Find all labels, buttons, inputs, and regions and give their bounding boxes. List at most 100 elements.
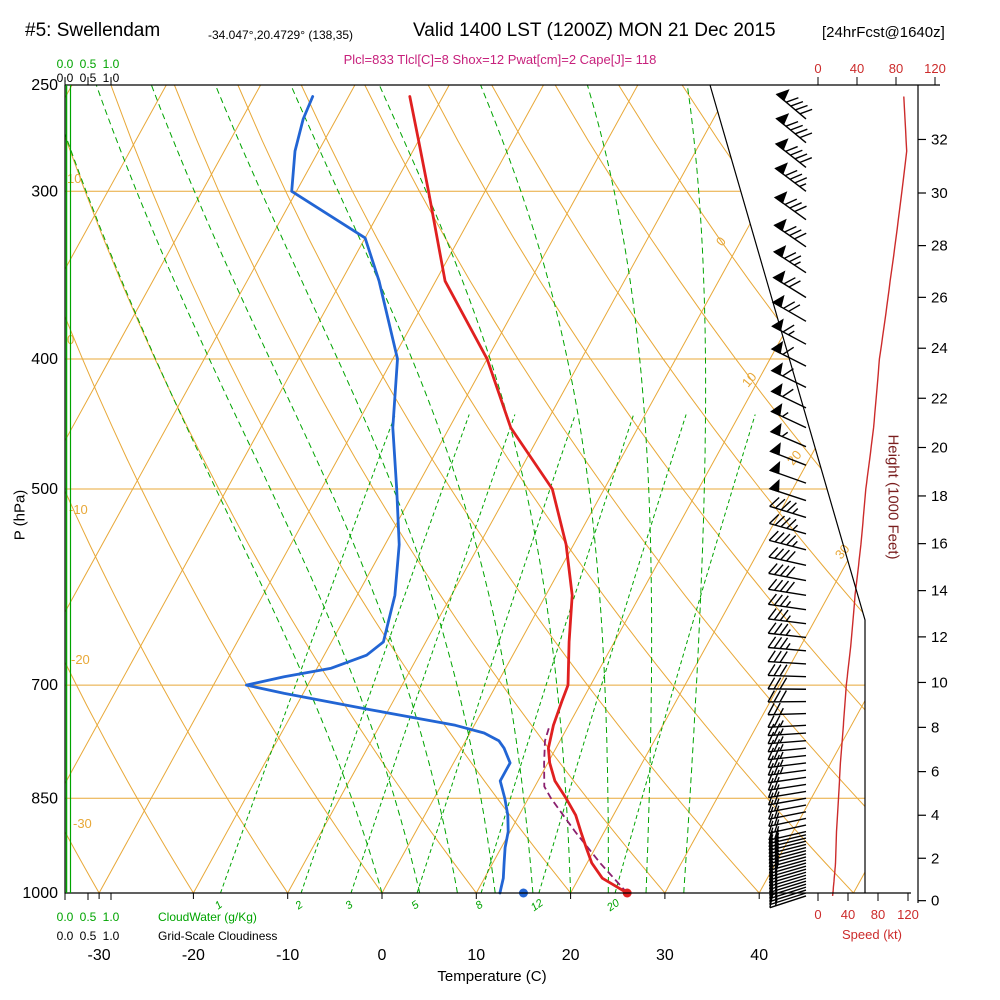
height-tick-label: 28 (931, 238, 948, 255)
mixing-ratio-line (614, 414, 756, 893)
wind-barb (767, 690, 807, 703)
wind-barb (767, 791, 807, 806)
cloud-scale-bot-green-0: 0.0 (56, 910, 74, 924)
temperature-tick-label: -30 (88, 947, 111, 964)
wind-barb (767, 746, 807, 761)
dry-adiabat-line (364, 85, 865, 893)
pressure-tick-label: 300 (31, 183, 58, 200)
wind-barb (768, 812, 807, 827)
wind-barb (767, 578, 807, 596)
speed-tick-label-bottom: 120 (897, 907, 919, 922)
wind-barb (767, 636, 807, 652)
wind-barb (768, 479, 807, 502)
mixing-ratio-label: 3 (343, 898, 356, 912)
mixing-ratio-line (350, 414, 516, 893)
temperature-tick-label: 0 (378, 947, 387, 964)
dry-adiabat-label: -30 (73, 816, 92, 831)
grid-layer (65, 85, 865, 893)
cloud-scale-top-black-1: 0.5 (79, 71, 97, 85)
height-tick-label: 14 (931, 583, 948, 600)
wind-barb (770, 403, 807, 429)
speed-tick-label-top: 40 (850, 61, 864, 76)
dry-adiabat-line (237, 85, 760, 893)
cloudiness-axis-label: Grid-Scale Cloudiness (158, 929, 278, 943)
mixing-ratio-label: 8 (473, 898, 486, 912)
moist-adiabat-line (150, 85, 458, 893)
wind-barb (768, 805, 807, 820)
pressure-tick-label: 500 (31, 481, 58, 498)
pressure-tick-label: 1000 (22, 885, 58, 902)
cloud-scale-bot-green-1: 0.5 (79, 910, 97, 924)
wind-barb (769, 496, 807, 519)
height-tick-label: 16 (931, 536, 948, 553)
wind-barb (767, 739, 807, 753)
dry-adiabat-label: -10 (69, 502, 88, 517)
height-tick-label: 12 (931, 629, 948, 646)
height-tick-label: 26 (931, 289, 948, 306)
moist-adiabat-line (586, 85, 653, 893)
wind-barb (768, 530, 807, 551)
cloud-scale-top-black-2: 1.0 (102, 71, 120, 85)
wind-barb (767, 723, 807, 737)
mixing-ratio-line (220, 414, 396, 893)
wind-barb (775, 89, 813, 120)
cloud-scale-top-black-0: 0.0 (56, 71, 74, 85)
moist-adiabat-line (95, 85, 421, 893)
wind-barb (767, 731, 807, 745)
dry-adiabat-line (65, 85, 289, 893)
moist-adiabat-line (480, 85, 609, 893)
wind-barb (769, 422, 807, 448)
height-tick-label: 18 (931, 488, 948, 505)
cloudwater-axis-label: CloudWater (g/Kg) (158, 910, 257, 924)
wind-barb (768, 832, 807, 848)
moist-adiabat-line (378, 85, 572, 893)
dewpoint-curve (245, 95, 512, 895)
mixing-ratio-line (480, 414, 635, 893)
height-tick-label: 10 (931, 674, 948, 691)
cloudiness-scale-1: 0.5 (79, 929, 97, 943)
wind-barb (767, 715, 807, 729)
station-coords: -34.047°,20.4729° (138,35) (208, 28, 354, 42)
pressure-tick-label: 250 (31, 77, 58, 94)
wind-barb (768, 819, 807, 834)
cloudiness-scale-0: 0.0 (56, 929, 74, 943)
dry-adiabat-line (65, 85, 477, 893)
wind-barb (772, 270, 807, 299)
wind-barb (767, 702, 807, 716)
mixing-ratio-label: 20 (604, 897, 622, 915)
isotherm-line (664, 85, 865, 893)
profiles-layer (245, 95, 632, 898)
wind-barb (768, 563, 807, 582)
mixing-ratio-label: 2 (293, 899, 306, 913)
height-tick-label: 32 (931, 131, 948, 148)
wind-barb (767, 650, 807, 665)
isotherm-line (98, 85, 544, 893)
wind-barb (770, 362, 807, 389)
isotherm-line (287, 85, 733, 893)
wind-barb (767, 754, 807, 769)
dry-adiabat-line (808, 85, 865, 893)
temperature-tick-label: 20 (562, 947, 580, 964)
height-tick-label: 30 (931, 185, 948, 202)
temperature-tick-label: 30 (656, 947, 674, 964)
speed-tick-label-bottom: 80 (871, 907, 885, 922)
cloud-scale-bot-green-2: 1.0 (102, 910, 120, 924)
mixing-ratio-label: 12 (529, 897, 546, 914)
mixing-ratio-line (300, 414, 470, 893)
moist-adiabat-line (683, 85, 707, 893)
wind-barb (773, 218, 807, 248)
wind-barb (767, 608, 807, 625)
wind-barb (767, 664, 807, 678)
wind-barb (767, 769, 807, 784)
temperature-axis-label: Temperature (C) (437, 968, 547, 985)
height-tick-label: 24 (931, 340, 948, 357)
wind-speed-curve (831, 96, 908, 896)
isotherm-line (65, 85, 450, 893)
dry-adiabat-label: 10 (67, 171, 81, 186)
wind-barb (767, 762, 807, 776)
wind-barb (770, 383, 807, 409)
